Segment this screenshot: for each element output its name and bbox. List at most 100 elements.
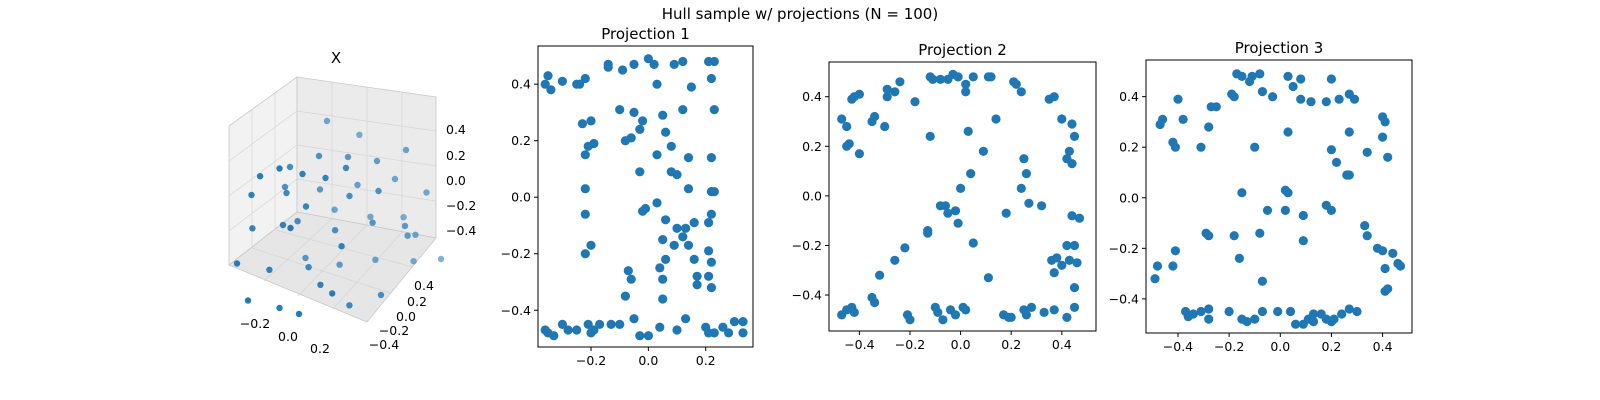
projection-3-point	[1283, 127, 1293, 137]
projection-3-point	[1326, 205, 1336, 215]
projection-3-xtick-label: 0.4	[1373, 339, 1393, 354]
projection-3-point	[1273, 306, 1283, 317]
projection-2-point	[968, 238, 978, 248]
projection-1-point	[683, 153, 694, 163]
projection-2-point	[1067, 211, 1077, 221]
plot3d-point	[346, 192, 353, 200]
projection-3-point	[1204, 304, 1214, 314]
projection-2-point	[1049, 92, 1059, 102]
plot3d-point	[317, 281, 324, 288]
projection-3-point	[1298, 236, 1308, 246]
figure-suptitle: Hull sample w/ projections (N = 100)	[662, 5, 938, 23]
projection-2-xtick-label: −0.4	[844, 337, 874, 352]
projection-1-axes-frame	[537, 45, 754, 348]
plot3d-point	[276, 165, 283, 172]
projection-2-point	[1067, 119, 1077, 129]
projection-2-point	[923, 228, 933, 238]
projection-3-point	[1334, 94, 1344, 104]
projection-2-point	[1072, 258, 1082, 268]
projection-1-point	[580, 150, 590, 160]
projection-1-point	[580, 184, 590, 194]
projection-2-point	[1069, 131, 1080, 141]
projection-1-point	[655, 263, 665, 273]
projection-1-point	[580, 73, 590, 84]
projection-3-point	[1204, 314, 1214, 324]
projection-3-point	[1326, 74, 1336, 84]
projection-2-point	[854, 89, 865, 99]
projection-2-point	[1021, 169, 1031, 179]
projection-1-ytick-label: 0.0	[511, 190, 531, 205]
projection-1-ytick-label: −0.2	[501, 246, 531, 261]
projection-1-point	[643, 54, 654, 64]
projection-3-point	[1296, 74, 1306, 84]
projection-3-point	[1308, 309, 1319, 319]
plot3d-point	[404, 232, 411, 239]
projection-1-point	[669, 59, 679, 69]
projection-1-point	[546, 85, 556, 95]
projection-3-point	[1291, 319, 1301, 329]
projection-1-point	[661, 127, 671, 137]
projection-3-point	[1388, 248, 1398, 258]
projection-3-point	[1158, 114, 1168, 124]
projection-1-point	[629, 314, 639, 324]
projection-3-point	[1378, 246, 1388, 256]
projection-3-ytick-label: 0.0	[1119, 190, 1139, 205]
projection-2-point	[953, 72, 963, 82]
projection-3-point	[1247, 71, 1257, 81]
projection-3-point	[1283, 71, 1293, 81]
projection-1-point	[606, 319, 616, 329]
projection-3-point	[1234, 253, 1244, 263]
projection-3-point	[1150, 274, 1160, 284]
plot3d-ytick-label: −0.4	[369, 337, 399, 352]
projection-2-point	[991, 114, 1001, 124]
projection-1-point	[580, 209, 590, 219]
projection-1-point	[686, 82, 697, 92]
projection-1-point	[623, 266, 633, 276]
projection-1-point	[635, 331, 645, 341]
projection-1-point	[580, 249, 590, 259]
plot3d-point	[316, 186, 324, 193]
projection-2-point	[837, 114, 847, 124]
projection-1-point	[704, 271, 714, 281]
projection-1-point	[704, 218, 714, 228]
plot3d-point	[402, 146, 410, 154]
projection-1-ytick-label: 0.4	[511, 77, 531, 92]
projection-2-axes-frame	[828, 61, 1097, 332]
projection-1-point	[626, 274, 636, 284]
projection-3-point	[1298, 210, 1308, 221]
projection-1-point	[681, 314, 691, 324]
projection-3-point	[1168, 261, 1178, 271]
projection-2-point	[890, 87, 900, 97]
plot3d-point	[302, 254, 309, 262]
projection-3-point	[1383, 284, 1393, 294]
projection-3-point	[1331, 157, 1342, 167]
projection-1-point	[635, 124, 645, 134]
plot3d-point	[279, 221, 287, 229]
projection-3-point	[1211, 102, 1221, 112]
projection-1-point	[649, 59, 659, 69]
projection-1-point	[557, 76, 568, 86]
projection-1-point	[678, 56, 688, 67]
projection-2-point	[1069, 283, 1080, 293]
projection-3-point	[1257, 276, 1267, 286]
plot3d-point	[233, 260, 241, 267]
projection-2-point	[1049, 305, 1059, 315]
projection-2-point	[953, 218, 963, 228]
projection-2-point	[875, 270, 885, 280]
plot3d-point	[342, 164, 350, 172]
plot3d-point	[322, 174, 329, 182]
projection-3-point	[1196, 142, 1206, 152]
plot3d-point	[354, 181, 361, 189]
projection-3-point	[1178, 114, 1188, 124]
projection-2-point	[925, 131, 935, 141]
projection-3-point	[1352, 306, 1362, 317]
projection-2-point	[956, 183, 966, 193]
projection-2-point	[966, 169, 976, 179]
plot3d-point	[369, 219, 376, 226]
projection-2-point	[950, 310, 961, 320]
projection-2-ytick-label: 0.2	[802, 139, 822, 154]
plot3d-point	[295, 310, 303, 318]
projection-1-point	[706, 209, 717, 219]
projection-2-point	[961, 79, 971, 89]
projection-2-xtick-label: 0.2	[1001, 337, 1021, 352]
